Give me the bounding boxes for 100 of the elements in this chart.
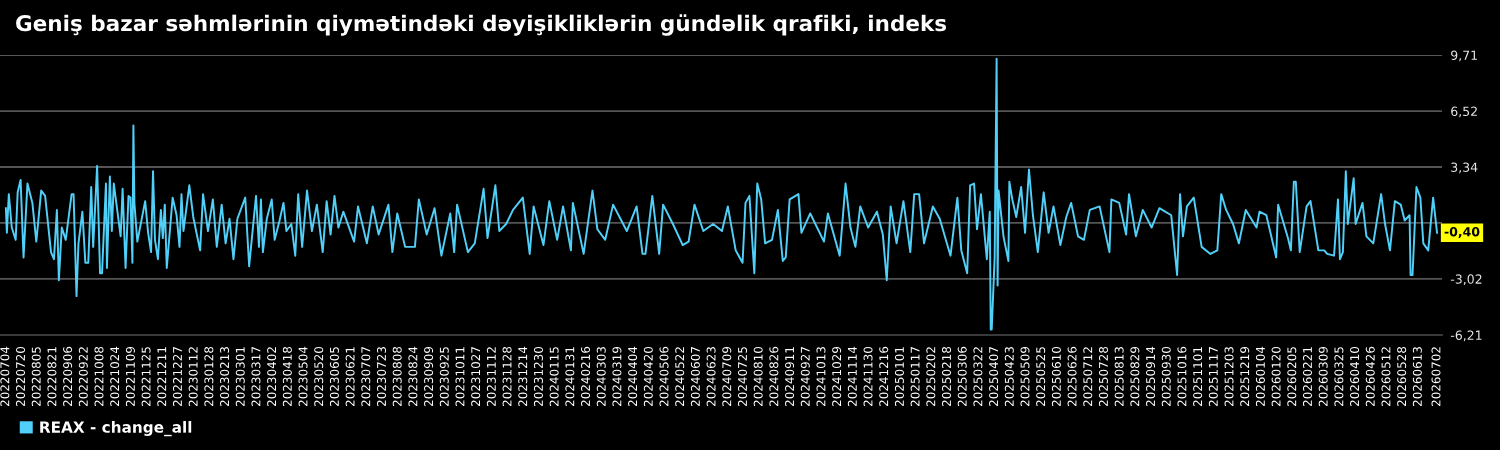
- x-tick-label: 20250610: [1051, 346, 1061, 407]
- x-tick-label: 20250626: [1067, 346, 1077, 407]
- x-tick-label: 20240303: [596, 347, 606, 407]
- x-tick-label: 20241216: [879, 346, 889, 407]
- x-tick-label: 20250813: [1114, 347, 1124, 407]
- x-tick-label: 20230418: [282, 346, 292, 407]
- x-tick-label: 20240506: [659, 346, 669, 407]
- x-tick-label: 20260120: [1271, 346, 1281, 407]
- x-tick-label: 20240810: [753, 346, 763, 407]
- x-tick-label: 20230213: [220, 347, 230, 407]
- x-tick-label: 20241029: [832, 346, 842, 407]
- x-tick-label: 20221227: [172, 347, 182, 407]
- x-tick-label: 20220922: [78, 347, 88, 407]
- x-tick-label: 20221008: [94, 346, 104, 407]
- x-tick-label: 20250712: [1083, 347, 1093, 407]
- annotation: -0,40: [1444, 226, 1480, 239]
- x-tick-label: 20241013: [816, 347, 826, 407]
- x-tick-label: 20230317: [251, 347, 261, 407]
- x-tick-label: 20220720: [16, 346, 26, 407]
- x-tick-label: 20251117: [1208, 347, 1218, 407]
- x-tick-label: 20251101: [1193, 347, 1203, 407]
- x-tick-label: 20251219: [1240, 346, 1250, 407]
- x-tick-label: 20240420: [643, 346, 653, 407]
- y-tick-label: -6,21: [1450, 330, 1482, 342]
- x-tick-label: 20250306: [957, 346, 967, 407]
- x-tick-label: 20250101: [894, 347, 904, 407]
- x-tick-label: 20260702: [1431, 347, 1441, 407]
- x-tick-label: 20231112: [486, 347, 496, 407]
- x-tick-label: 20240911: [785, 347, 795, 407]
- x-tick-label: 20260104: [1255, 346, 1265, 407]
- x-tick-label: 20240216: [581, 346, 591, 407]
- x-tick-label: 20221211: [157, 347, 167, 407]
- x-tick-label: 20251203: [1224, 347, 1234, 407]
- x-tick-label: 20250829: [1130, 346, 1140, 407]
- x-tick-label: 20260309: [1318, 346, 1328, 407]
- x-tick-label: 20250914: [1146, 346, 1156, 407]
- x-tick-label: 20230520: [314, 346, 324, 407]
- x-tick-label: 20260205: [1287, 347, 1297, 407]
- x-tick-label: 20250322: [973, 347, 983, 407]
- x-tick-label: 20230621: [345, 347, 355, 407]
- x-tick-label: 20231230: [533, 346, 543, 407]
- x-tick-label: 20250728: [1098, 346, 1108, 407]
- line-series: [4, 57, 1439, 331]
- x-tick-label: 20241130: [863, 346, 873, 407]
- x-tick-label: 20230925: [439, 347, 449, 407]
- x-tick-label: 20230707: [361, 347, 371, 407]
- x-tick-label: 20221109: [125, 346, 135, 407]
- x-tick-label: 20250218: [942, 346, 952, 407]
- x-tick-label: 20250525: [1036, 347, 1046, 407]
- x-tick-label: 20231214: [518, 346, 528, 407]
- x-tick-label: 20240115: [549, 347, 559, 407]
- x-tick-label: 20231011: [455, 347, 465, 407]
- x-tick-label: 20250202: [926, 347, 936, 407]
- x-tick-label: 20240725: [737, 347, 747, 407]
- x-tick-label: 20240319: [612, 346, 622, 407]
- x-tick-label: 20260410: [1350, 346, 1360, 407]
- x-tick-label: 20231027: [471, 347, 481, 407]
- x-tick-label: 20260528: [1397, 346, 1407, 407]
- x-tick-label: 20220821: [47, 347, 57, 407]
- x-tick-label: 20240623: [706, 347, 716, 407]
- x-tick-label: 20250117: [910, 347, 920, 407]
- x-tick-label: 20240131: [565, 347, 575, 407]
- x-tick-label: 20240607: [690, 347, 700, 407]
- x-tick-label: 20230605: [329, 347, 339, 407]
- x-tick-label: 20260512: [1381, 347, 1391, 407]
- x-tick-label: 20230824: [408, 346, 418, 407]
- x-tick-label: 20240522: [675, 347, 685, 407]
- y-tick-label: 9,71: [1451, 50, 1477, 62]
- x-tick-label: 20240404: [628, 346, 638, 407]
- x-tick-label: 20241114: [847, 346, 857, 407]
- x-tick-label: 20260426: [1365, 346, 1375, 407]
- x-tick-label: 20220805: [31, 347, 41, 407]
- x-tick-label: 20230301: [235, 347, 245, 407]
- y-tick-label: 6,52: [1451, 106, 1477, 118]
- legend-label: REAX - change_all: [40, 421, 192, 437]
- y-tick-label: -3,02: [1450, 274, 1482, 286]
- x-tick-label: 20230402: [267, 347, 277, 407]
- x-tick-label: 20260325: [1334, 347, 1344, 407]
- x-tick-label: 20260221: [1302, 347, 1313, 407]
- x-tick-label: 20251016: [1177, 346, 1187, 407]
- x-tick-label: 20230723: [376, 347, 387, 407]
- x-tick-label: 20230808: [392, 346, 402, 407]
- x-tick-label: 20250509: [1020, 346, 1030, 407]
- x-tick-label: 20231128: [502, 346, 512, 407]
- x-tick-label: 20240709: [722, 346, 732, 407]
- x-tick-label: 20220704: [0, 346, 10, 407]
- x-tick-label: 20230128: [204, 346, 214, 407]
- x-tick-label: 20240927: [800, 347, 810, 407]
- x-tick-label: 20230504: [298, 346, 308, 407]
- y-tick-label: 3,34: [1451, 162, 1478, 174]
- chart-title: Geniş bazar səhmlərinin qiymətindəki dəyişikliklərin gündəlik qrafiki, indeks: [16, 14, 947, 36]
- x-tick-label: 20220906: [63, 346, 73, 407]
- x-tick-label: 20221125: [141, 347, 151, 407]
- x-tick-label: 20260613: [1412, 347, 1422, 407]
- x-tick-label: 20230112: [188, 347, 198, 407]
- x-tick-label: 20250423: [1004, 347, 1014, 407]
- x-tick-label: 20250407: [989, 347, 999, 407]
- x-tick-label: 20221024: [110, 346, 120, 407]
- x-tick-label: 20240826: [769, 346, 779, 407]
- x-tick-label: 20250930: [1161, 346, 1171, 407]
